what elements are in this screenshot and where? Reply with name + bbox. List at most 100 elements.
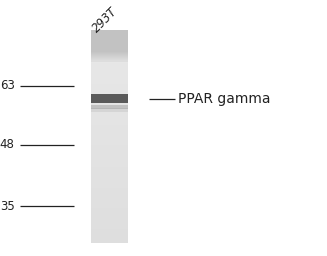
Bar — [91, 103, 128, 104]
Text: 35: 35 — [0, 200, 15, 212]
Bar — [91, 88, 128, 89]
Bar — [91, 171, 128, 172]
Bar — [91, 138, 128, 139]
Bar — [91, 100, 128, 101]
Bar — [91, 68, 128, 69]
Bar — [91, 30, 128, 32]
Bar — [91, 106, 128, 107]
Bar — [91, 94, 128, 95]
Bar — [91, 166, 128, 168]
Bar — [91, 131, 128, 133]
Bar — [91, 62, 128, 64]
Bar — [91, 201, 128, 203]
Bar — [91, 200, 128, 202]
Bar — [91, 225, 128, 226]
Bar — [91, 94, 128, 98]
Bar — [91, 129, 128, 131]
Bar — [91, 76, 128, 78]
Bar — [91, 202, 128, 204]
Bar — [91, 239, 128, 240]
Bar — [91, 143, 128, 144]
Bar — [91, 65, 128, 66]
Bar — [91, 92, 128, 93]
Bar — [91, 45, 128, 47]
Bar — [91, 42, 128, 44]
Bar — [91, 194, 128, 195]
Bar — [91, 162, 128, 164]
Bar — [91, 150, 128, 151]
Bar — [91, 226, 128, 227]
Bar — [91, 132, 128, 134]
Bar — [91, 40, 128, 41]
Bar — [91, 193, 128, 194]
Bar — [91, 189, 128, 190]
Bar — [91, 105, 128, 109]
Bar — [91, 179, 128, 180]
Bar — [91, 180, 128, 182]
Bar — [91, 59, 128, 60]
Bar — [91, 44, 128, 46]
Bar — [91, 71, 128, 72]
Bar — [91, 36, 128, 37]
Bar — [91, 33, 128, 34]
Bar — [91, 69, 128, 70]
Bar — [91, 110, 128, 111]
Bar — [91, 121, 128, 122]
Bar — [91, 151, 128, 152]
Bar — [91, 109, 128, 110]
Bar — [91, 165, 128, 167]
Text: 48: 48 — [0, 138, 15, 151]
Bar — [91, 230, 128, 231]
Bar — [91, 211, 128, 212]
Bar — [91, 135, 128, 136]
Bar — [91, 52, 128, 53]
Bar — [91, 229, 128, 230]
Bar — [91, 161, 128, 163]
Bar — [91, 164, 128, 166]
Bar — [91, 142, 128, 143]
Bar — [91, 39, 128, 40]
Bar — [91, 47, 128, 49]
Bar — [91, 217, 128, 219]
Bar — [91, 224, 128, 225]
Bar — [91, 49, 128, 50]
Bar — [91, 139, 128, 140]
Bar — [91, 46, 128, 48]
Bar — [91, 118, 128, 119]
Bar — [91, 119, 128, 120]
Bar — [91, 236, 128, 237]
Bar — [91, 160, 128, 161]
Bar — [91, 242, 128, 243]
Bar — [91, 190, 128, 191]
Bar — [91, 240, 128, 241]
Bar — [91, 128, 128, 130]
Bar — [91, 188, 128, 189]
Bar — [91, 155, 128, 156]
Bar — [91, 174, 128, 175]
Bar — [91, 57, 128, 58]
Bar — [91, 34, 128, 35]
Bar — [91, 191, 128, 192]
Bar — [91, 130, 128, 132]
Bar — [91, 228, 128, 229]
Bar — [91, 207, 128, 208]
Bar — [91, 140, 128, 141]
Bar — [91, 112, 128, 114]
Bar — [91, 237, 128, 238]
Bar — [91, 116, 128, 118]
Bar — [91, 97, 128, 99]
Bar — [91, 87, 128, 88]
Bar — [91, 53, 128, 54]
Bar — [91, 70, 128, 71]
Bar — [91, 185, 128, 186]
Bar — [91, 93, 128, 94]
Bar — [91, 124, 128, 125]
Bar — [91, 144, 128, 145]
Bar — [91, 126, 128, 127]
Bar — [91, 137, 128, 138]
Bar — [91, 208, 128, 209]
Bar — [91, 197, 128, 199]
Bar — [91, 152, 128, 153]
Bar — [91, 176, 128, 177]
Bar — [91, 54, 128, 55]
